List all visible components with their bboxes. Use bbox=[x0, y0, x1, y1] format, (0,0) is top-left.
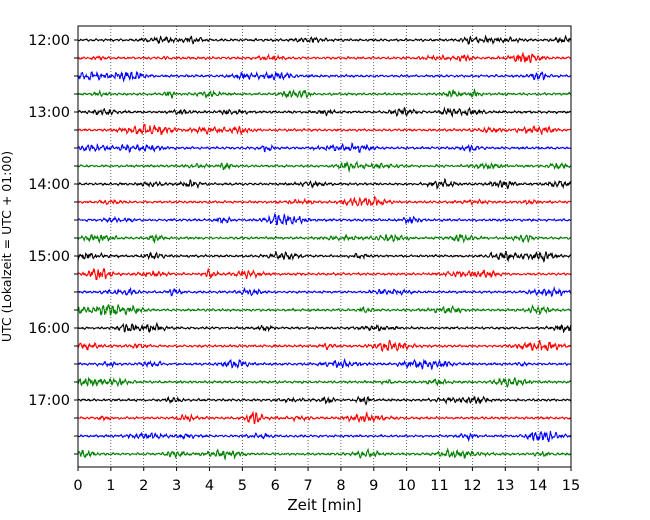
trace-1600 bbox=[77, 321, 572, 334]
trace-1445 bbox=[77, 233, 572, 245]
trace-1615 bbox=[77, 339, 572, 353]
trace-1730 bbox=[77, 430, 572, 443]
trace-1630 bbox=[77, 357, 572, 370]
trace-1545 bbox=[77, 303, 572, 316]
plot-frame bbox=[77, 25, 572, 468]
x-tick-label-9: 9 bbox=[369, 478, 378, 494]
trace-1430 bbox=[77, 212, 572, 226]
trace-1200 bbox=[77, 34, 572, 46]
trace-1345 bbox=[77, 160, 572, 174]
trace-1745 bbox=[77, 447, 572, 461]
x-tick-label-6: 6 bbox=[271, 478, 280, 494]
trace-1400 bbox=[77, 177, 572, 191]
trace-1330 bbox=[77, 142, 572, 154]
trace-1415 bbox=[77, 195, 572, 207]
x-axis-ticks: 0 1 2 3 4 5 6 7 8 9 10 11 12 13 14 15 bbox=[73, 467, 580, 494]
y-axis-ticks: 12:00 13:00 14:00 15:00 16:00 17:00 bbox=[28, 33, 78, 455]
y-tick-label-3: 15:00 bbox=[28, 249, 70, 265]
trace-1245 bbox=[77, 87, 572, 99]
x-tick-label-14: 14 bbox=[529, 478, 547, 494]
trace-1700 bbox=[77, 395, 572, 406]
trace-1315 bbox=[77, 123, 572, 136]
x-tick-label-10: 10 bbox=[397, 478, 415, 494]
y-tick-label-5: 17:00 bbox=[28, 393, 70, 409]
trace-1715 bbox=[77, 410, 572, 425]
x-tick-label-13: 13 bbox=[496, 478, 514, 494]
x-tick-label-5: 5 bbox=[238, 478, 247, 494]
x-tick-label-15: 15 bbox=[562, 478, 580, 494]
y-tick-label-1: 13:00 bbox=[28, 105, 70, 121]
y-tick-label-2: 14:00 bbox=[28, 177, 70, 193]
x-tick-label-7: 7 bbox=[303, 478, 312, 494]
trace-group bbox=[77, 34, 572, 461]
x-tick-label-3: 3 bbox=[172, 478, 181, 494]
y-tick-label-0: 12:00 bbox=[28, 33, 70, 49]
trace-1230 bbox=[77, 70, 572, 83]
x-tick-label-4: 4 bbox=[205, 478, 214, 494]
trace-1530 bbox=[77, 285, 572, 297]
x-tick-label-1: 1 bbox=[106, 478, 115, 494]
trace-1215 bbox=[77, 52, 572, 64]
trace-1500 bbox=[77, 250, 572, 263]
y-tick-label-4: 16:00 bbox=[28, 321, 70, 337]
trace-1645 bbox=[77, 376, 572, 388]
x-tick-label-12: 12 bbox=[463, 478, 481, 494]
x-tick-label-11: 11 bbox=[430, 478, 448, 494]
x-tick-label-8: 8 bbox=[336, 478, 345, 494]
trace-1300 bbox=[77, 106, 572, 118]
y-axis-label: UTC (Lokalzeit = UTC + 01:00) bbox=[0, 151, 14, 342]
x-tick-label-2: 2 bbox=[139, 478, 148, 494]
trace-1515 bbox=[77, 267, 572, 281]
x-axis-label: Zeit [min] bbox=[287, 496, 361, 514]
x-tick-label-0: 0 bbox=[73, 478, 82, 494]
